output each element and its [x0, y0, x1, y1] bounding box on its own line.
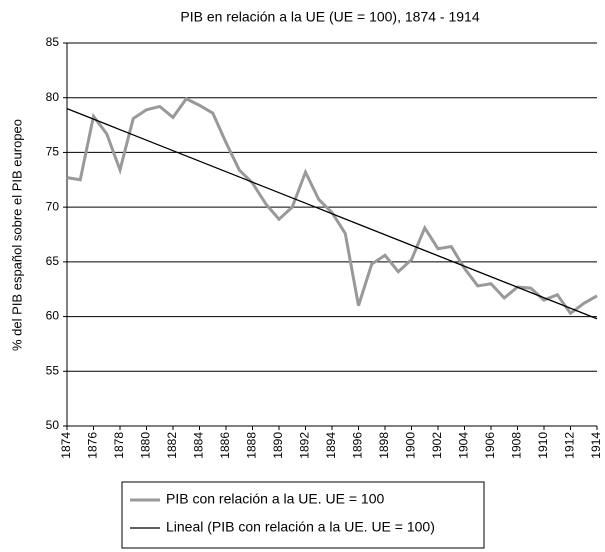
series-line: [66, 96, 598, 316]
x-tick-label: 1902: [430, 432, 444, 459]
y-tick-label: 55: [46, 363, 60, 377]
y-tick-label: 65: [46, 254, 60, 268]
x-tick-label: 1912: [563, 432, 577, 459]
y-tick-label: 80: [46, 90, 60, 104]
x-tick-label: 1906: [483, 432, 497, 459]
x-tick-label: 1910: [536, 432, 550, 459]
x-tick-label: 1896: [351, 432, 365, 459]
y-tick-label: 70: [46, 199, 60, 213]
chart-title: PIB en relación a la UE (UE = 100), 1874…: [180, 9, 479, 25]
legend-label: Lineal (PIB con relación a la UE. UE = 1…: [166, 519, 435, 535]
x-tick-label: 1884: [192, 432, 206, 459]
y-tick-label: 85: [46, 35, 60, 49]
y-tick-label: 75: [46, 145, 60, 159]
y-tick-label: 50: [46, 418, 60, 432]
x-tick-label: 1898: [377, 432, 391, 459]
x-tick-label: 1878: [112, 432, 126, 459]
x-tick-label: 1892: [298, 432, 312, 459]
legend-label: PIB con relación a la UE. UE = 100: [166, 491, 384, 507]
x-tick-label: 1890: [271, 432, 285, 459]
legend-box: [121, 481, 485, 549]
x-tick-label: 1900: [404, 432, 418, 459]
x-tick-label: 1882: [165, 432, 179, 459]
x-tick-label: 1908: [510, 432, 524, 459]
x-tick-label: 1914: [589, 432, 603, 459]
x-tick-label: 1880: [139, 432, 153, 459]
y-axis-label: % del PIB español sobre el PIB europeo: [9, 119, 24, 351]
x-tick-label: 1904: [457, 432, 471, 459]
x-tick-label: 1874: [59, 432, 73, 459]
x-tick-label: 1886: [218, 432, 232, 459]
x-tick-label: 1888: [245, 432, 259, 459]
x-tick-label: 1876: [86, 432, 100, 459]
x-tick-label: 1894: [324, 432, 338, 459]
y-tick-label: 60: [46, 309, 60, 323]
series-line: [66, 108, 598, 320]
